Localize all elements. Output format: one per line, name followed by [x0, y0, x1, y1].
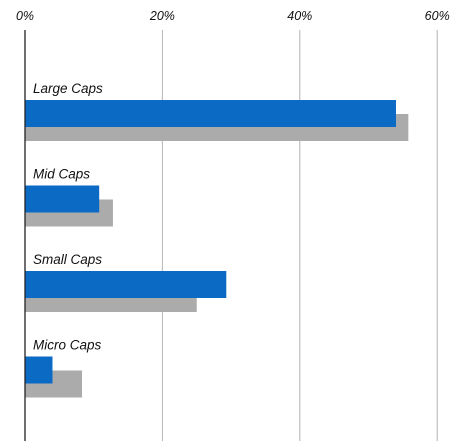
category-labels: Large Caps Mid Caps Small Caps Micro Caps [33, 81, 103, 353]
x-tick-label: 40% [287, 9, 312, 23]
bar-1-micro-caps [25, 356, 53, 384]
x-tick-label: 60% [425, 9, 450, 23]
bar-1-mid-caps [25, 185, 100, 213]
category-label: Small Caps [33, 252, 102, 267]
category-label: Large Caps [33, 81, 103, 96]
x-tick-label: 0% [16, 9, 34, 23]
x-tick-label: 20% [149, 9, 175, 23]
bar-1-small-caps [25, 271, 227, 298]
gridlines [161, 30, 438, 441]
category-label: Micro Caps [33, 338, 102, 353]
bars [25, 100, 409, 398]
x-axis-tick-labels: 0% 20% 40% 60% [16, 9, 450, 23]
bar-1-large-caps [25, 100, 396, 127]
category-label: Mid Caps [33, 167, 90, 182]
